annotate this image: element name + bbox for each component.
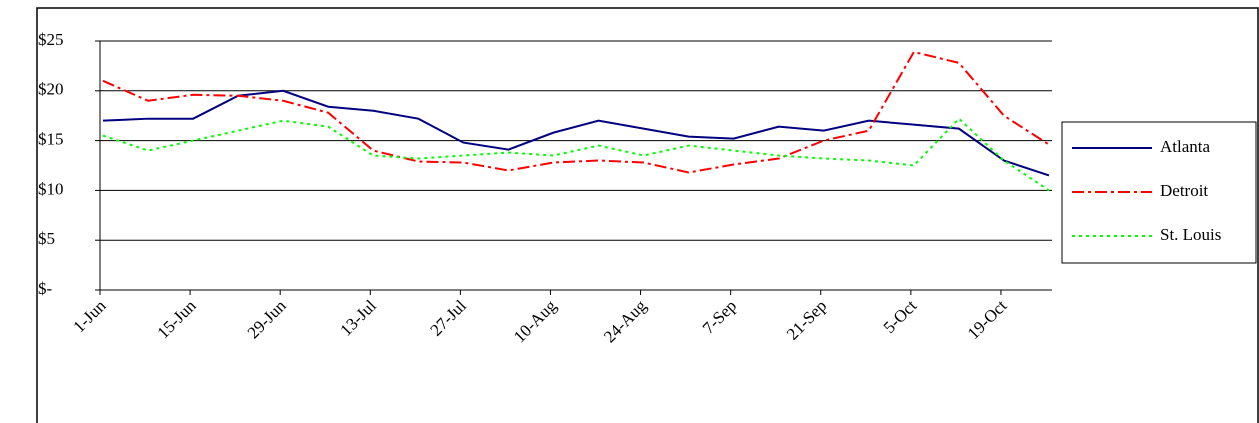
chart-frame	[36, 7, 1259, 423]
y-tick-label: $20	[38, 80, 64, 99]
y-tick-label: $-	[38, 279, 53, 298]
y-tick-label: $15	[38, 130, 64, 149]
legend-box	[1061, 121, 1257, 264]
legend-label: Atlanta	[1160, 137, 1210, 156]
series-line	[102, 89, 1050, 177]
series-line	[102, 50, 1050, 174]
y-tick-label: $5	[38, 229, 55, 248]
series-line	[102, 117, 1050, 192]
y-tick-label: $25	[38, 30, 64, 49]
legend-label: St. Louis	[1160, 225, 1221, 244]
y-tick-label: $10	[38, 179, 64, 198]
legend-label: Detroit	[1160, 181, 1208, 200]
